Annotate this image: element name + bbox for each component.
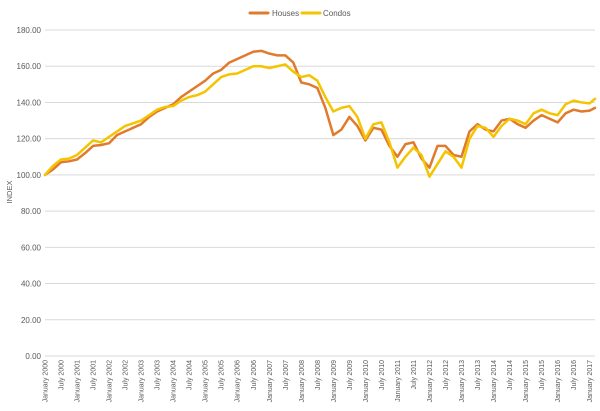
x-tick-label: July 2007: [283, 360, 290, 390]
x-tick-label: July 2011: [411, 360, 418, 390]
series-lines: [43, 49, 597, 178]
gridlines: [45, 29, 595, 357]
x-tick-label: January 2014: [491, 360, 498, 403]
y-tick-labels: 0.00 20.00 40.00 60.00 80.00 100.00 120.00 140.…: [17, 26, 42, 361]
y-tick-label: 180.00: [17, 26, 42, 35]
x-tick-label: January 2015: [523, 360, 530, 403]
x-tick-label: July 2012: [443, 360, 450, 390]
x-tick-label: January 2000: [43, 360, 50, 403]
x-tick-label: July 2014: [507, 360, 514, 390]
y-tick-label: 140.00: [17, 98, 42, 107]
y-tick-label: 120.00: [17, 135, 42, 144]
x-tick-label: July 2006: [251, 360, 258, 390]
x-tick-labels: January 2000 July 2000 January 2001 July 20…: [43, 360, 595, 403]
series-line-condos: [43, 63, 597, 178]
y-tick-label: 40.00: [21, 280, 42, 289]
y-axis-title: INDEX: [5, 181, 14, 204]
x-tick-label: January 2017: [587, 360, 594, 403]
x-tick-label: January 2016: [555, 360, 562, 403]
x-tick-label: January 2007: [267, 360, 274, 403]
x-tick-label: January 2006: [235, 360, 242, 403]
y-tick-label: 160.00: [17, 62, 42, 71]
y-tick-label: 80.00: [21, 207, 42, 216]
x-tick-label: January 2009: [331, 360, 338, 403]
x-tick-label: July 2005: [219, 360, 226, 390]
x-tick-label: January 2010: [363, 360, 370, 403]
x-tick-label: July 2004: [187, 360, 194, 390]
x-tick-label: July 2001: [91, 360, 98, 390]
x-tick-label: July 2013: [475, 360, 482, 390]
legend: Houses Condos: [248, 9, 351, 18]
x-tick-label: January 2008: [299, 360, 306, 403]
x-tick-label: July 2002: [123, 360, 130, 390]
x-tick-label: July 2000: [59, 360, 66, 390]
x-tick-label: January 2003: [139, 360, 146, 403]
x-tick-label: January 2005: [203, 360, 210, 403]
y-tick-label: 100.00: [17, 171, 42, 180]
x-tick-label: July 2010: [379, 360, 386, 390]
legend-label-houses: Houses: [272, 9, 299, 18]
y-tick-label: 20.00: [21, 316, 42, 325]
x-tick-label: January 2012: [427, 360, 434, 403]
y-tick-label: 0.00: [25, 352, 41, 361]
x-tick-label: January 2004: [171, 360, 178, 403]
series-line-houses: [43, 49, 597, 177]
x-tick-label: January 2001: [75, 360, 82, 403]
x-tick-label: July 2015: [539, 360, 546, 390]
legend-label-condos: Condos: [323, 9, 351, 18]
x-tick-label: July 2003: [155, 360, 162, 390]
x-tick-label: January 2011: [395, 360, 402, 402]
x-tick-label: January 2002: [107, 360, 114, 403]
x-tick-label: January 2013: [459, 360, 466, 403]
x-tick-label: July 2009: [347, 360, 354, 390]
x-tick-label: July 2016: [571, 360, 578, 390]
x-tick-label: July 2008: [315, 360, 322, 390]
y-tick-label: 60.00: [21, 243, 42, 252]
